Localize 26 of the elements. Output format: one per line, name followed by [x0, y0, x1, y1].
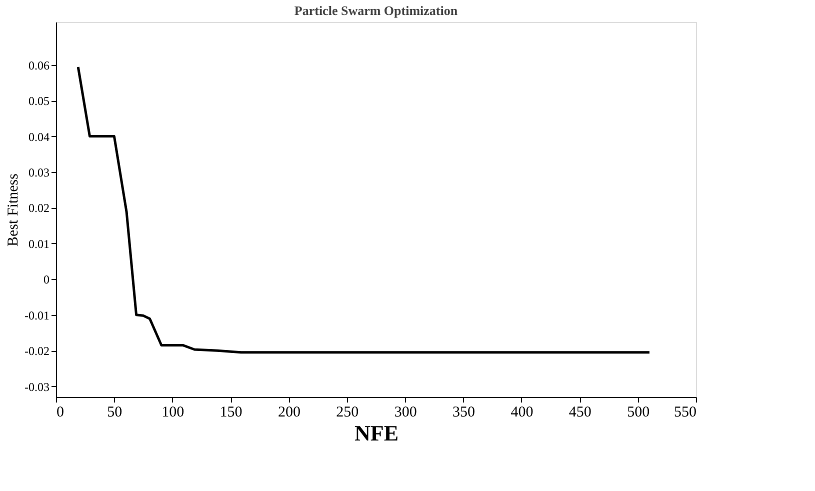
x-tick-label: 50	[107, 404, 122, 420]
x-tick-label: 450	[568, 404, 592, 420]
x-tick-label: 400	[510, 404, 534, 420]
line-series	[76, 66, 651, 354]
x-axis-title: NFE	[354, 420, 398, 446]
y-tick-label: -0.02	[24, 344, 50, 358]
x-tick-label: 200	[278, 404, 300, 420]
y-tick-label: 0.02	[28, 201, 50, 216]
y-tick-label: 0.03	[28, 166, 50, 180]
y-tick-label: 0.04	[28, 130, 50, 144]
x-tick-label: 250	[336, 404, 359, 420]
x-tick-label: 300	[394, 404, 417, 420]
chart-title: Particle Swarm Optimization	[294, 3, 458, 18]
y-tick-label: -0.03	[24, 380, 50, 394]
x-tick-label: 0	[56, 404, 64, 420]
x-tick-label: 100	[162, 404, 184, 420]
y-tick-label: 0.01	[28, 236, 50, 251]
x-tick-label: 150	[220, 404, 242, 420]
y-tick-label: 0.06	[28, 58, 50, 72]
x-tick-label: 350	[452, 404, 476, 420]
x-tick-label: 500	[627, 404, 650, 420]
x-tick-label: 550	[674, 404, 696, 420]
y-tick-label: 0.05	[28, 94, 50, 108]
y-tick-label: 0	[44, 272, 50, 287]
y-axis-title: Best Fitness	[6, 173, 22, 246]
y-tick-label: -0.01	[24, 308, 50, 322]
